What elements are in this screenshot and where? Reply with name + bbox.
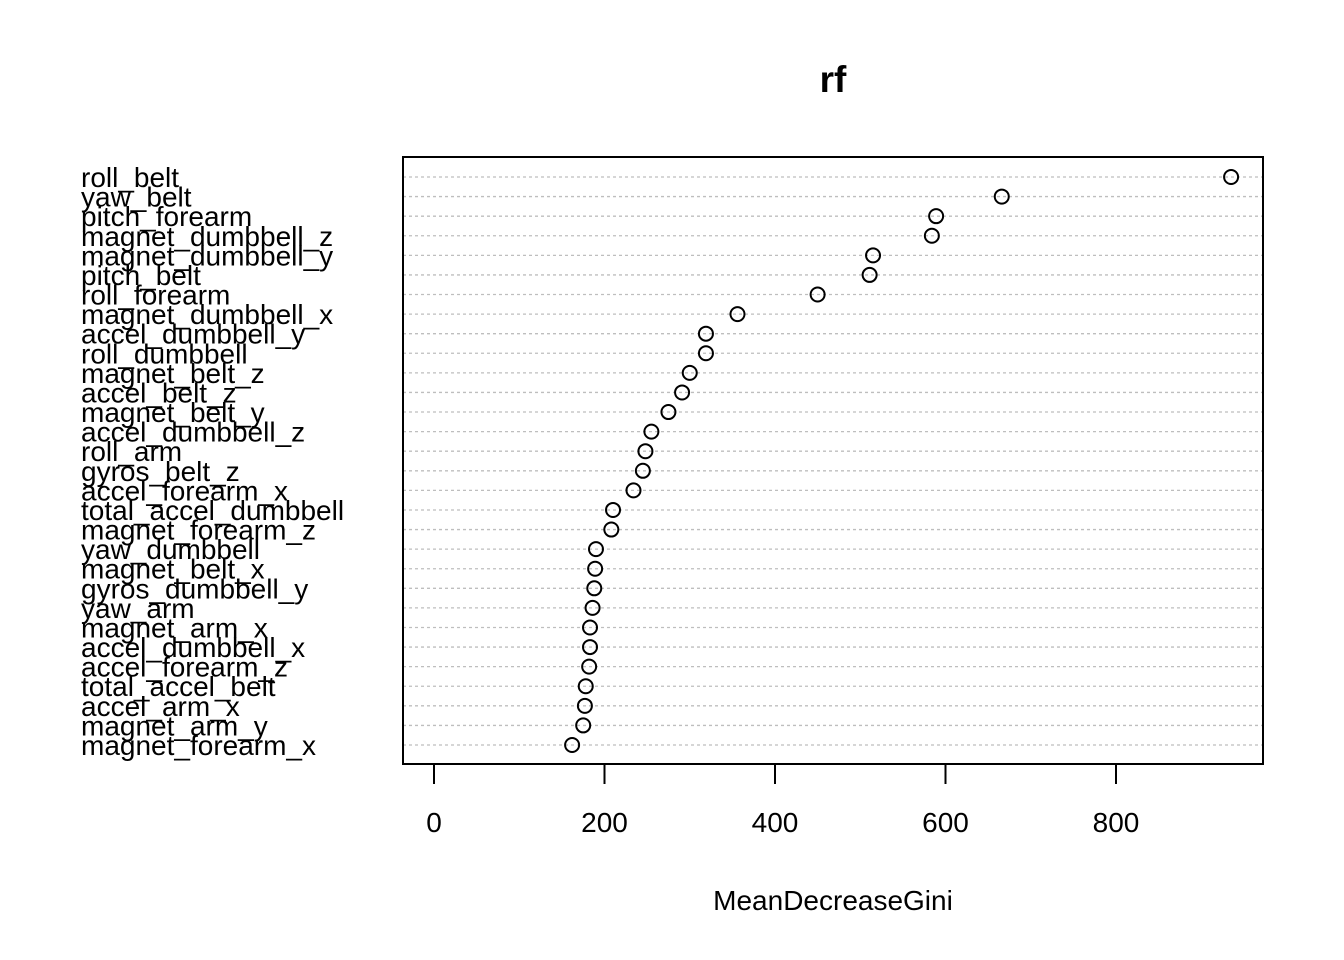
data-point	[681, 364, 698, 381]
category-label: magnet_belt_y	[81, 397, 265, 428]
x-axis-label: MeanDecreaseGini	[713, 885, 953, 916]
data-point	[923, 227, 940, 244]
category-label: roll_dumbbell	[81, 338, 248, 369]
category-label: accel_arm_x	[81, 691, 240, 722]
category-label: magnet_belt_x	[81, 554, 265, 585]
data-point	[697, 345, 714, 362]
category-label: gyros_dumbbell_y	[81, 573, 308, 604]
category-label: total_accel_belt	[81, 671, 276, 702]
data-point	[575, 717, 592, 734]
data-point	[605, 501, 622, 518]
data-point	[586, 580, 603, 597]
category-label: pitch_forearm	[81, 201, 252, 232]
category-label: magnet_forearm_x	[81, 730, 316, 761]
category-label: yaw_arm	[81, 593, 195, 624]
category-label: accel_dumbbell_x	[81, 632, 305, 663]
plot-frame	[402, 156, 1264, 765]
x-tick-label: 0	[426, 807, 442, 838]
data-point	[674, 384, 691, 401]
data-point	[603, 521, 620, 538]
category-label: magnet_dumbbell_x	[81, 299, 333, 330]
data-point	[1223, 169, 1240, 185]
category-label: roll_arm	[81, 436, 182, 467]
category-label: accel_forearm_x	[81, 475, 288, 506]
category-labels: roll_beltyaw_beltpitch_forearmmagnet_dum…	[81, 162, 344, 761]
data-points	[564, 169, 1240, 753]
category-label: yaw_dumbbell	[81, 534, 260, 565]
data-point	[809, 286, 826, 303]
data-point	[582, 619, 599, 636]
x-axis: 0 200 400 600 800	[426, 763, 1140, 838]
data-point	[564, 737, 581, 753]
data-point	[587, 541, 604, 558]
data-point	[587, 560, 604, 577]
grid-lines	[403, 176, 1263, 746]
data-point	[993, 188, 1010, 205]
category-label: magnet_arm_y	[81, 710, 268, 741]
category-label: accel_belt_z	[81, 377, 237, 408]
category-label: magnet_arm_x	[81, 612, 268, 643]
category-label: magnet_forearm_z	[81, 515, 316, 546]
data-point	[643, 423, 660, 440]
x-tick-label: 800	[1093, 807, 1140, 838]
data-point	[634, 462, 651, 479]
category-label: total_accel_dumbbell	[81, 495, 344, 526]
category-label: accel_dumbbell_y	[81, 319, 305, 350]
category-label: roll_belt	[81, 162, 179, 193]
data-point	[928, 208, 945, 225]
data-point	[584, 599, 601, 616]
x-tick-label: 400	[752, 807, 799, 838]
category-label: roll_forearm	[81, 280, 230, 311]
category-label: magnet_dumbbell_z	[81, 221, 333, 252]
data-point	[576, 697, 593, 714]
category-label: accel_forearm_z	[81, 652, 288, 683]
data-point	[697, 325, 714, 342]
data-point	[865, 247, 882, 264]
category-label: accel_dumbbell_z	[81, 417, 305, 448]
data-point	[660, 404, 677, 421]
data-point	[861, 266, 878, 283]
category-label: yaw_belt	[81, 182, 192, 213]
x-tick-label: 600	[922, 807, 969, 838]
category-label: magnet_belt_z	[81, 358, 265, 389]
data-point	[577, 678, 594, 695]
data-point	[625, 482, 642, 499]
data-point	[582, 639, 599, 656]
chart-title: rf	[820, 59, 847, 100]
category-label: pitch_belt	[81, 260, 201, 291]
data-point	[729, 306, 746, 323]
data-point	[637, 443, 654, 460]
category-label: gyros_belt_z	[81, 456, 240, 487]
data-point	[581, 658, 598, 675]
category-label: magnet_dumbbell_y	[81, 240, 333, 271]
x-tick-label: 200	[581, 807, 628, 838]
